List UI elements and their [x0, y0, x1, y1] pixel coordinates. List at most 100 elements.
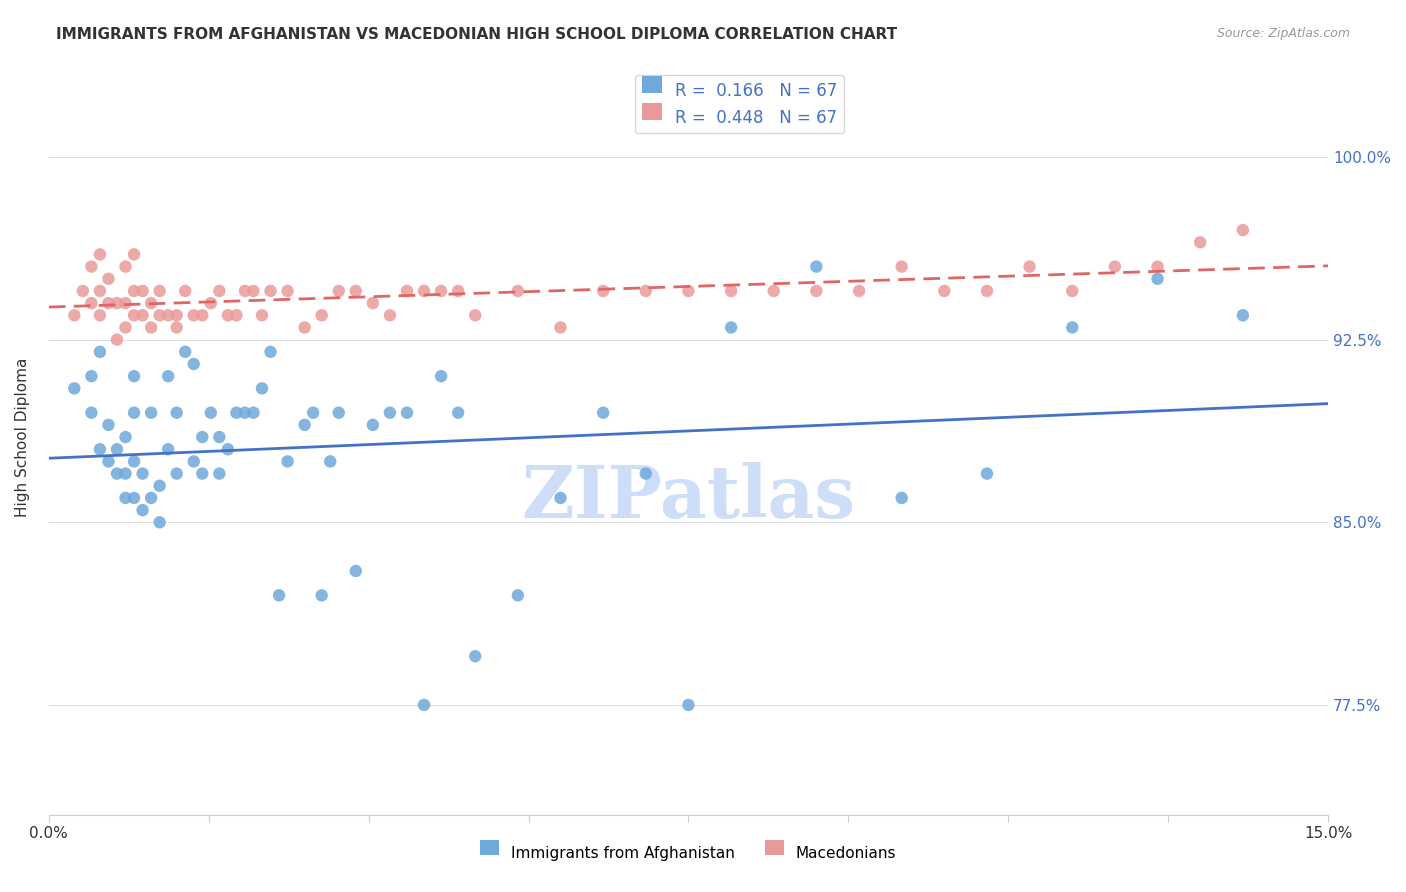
Immigrants from Afghanistan — [183, 357, 205, 371]
Immigrants from Afghanistan — [122, 491, 145, 505]
Macedonians — [191, 308, 214, 322]
Macedonians — [157, 308, 180, 322]
Text: ZIPatlas: ZIPatlas — [522, 462, 855, 533]
Immigrants from Afghanistan — [208, 430, 231, 444]
Macedonians — [259, 284, 281, 298]
Macedonians — [139, 296, 162, 310]
Immigrants from Afghanistan — [80, 369, 103, 384]
Immigrants from Afghanistan — [183, 454, 205, 468]
Immigrants from Afghanistan — [139, 491, 162, 505]
Macedonians — [233, 284, 256, 298]
Macedonians — [89, 308, 111, 322]
Immigrants from Afghanistan — [114, 491, 136, 505]
Macedonians — [1062, 284, 1084, 298]
Immigrants from Afghanistan — [1062, 320, 1084, 334]
Macedonians — [328, 284, 350, 298]
Macedonians — [890, 260, 912, 274]
Immigrants from Afghanistan — [361, 417, 384, 432]
Text: Source: ZipAtlas.com: Source: ZipAtlas.com — [1216, 27, 1350, 40]
Immigrants from Afghanistan — [430, 369, 453, 384]
Macedonians — [166, 308, 188, 322]
Macedonians — [344, 284, 367, 298]
Macedonians — [464, 308, 486, 322]
Immigrants from Afghanistan — [976, 467, 998, 481]
Immigrants from Afghanistan — [139, 406, 162, 420]
Macedonians — [208, 284, 231, 298]
Macedonians — [1189, 235, 1212, 250]
Macedonians — [250, 308, 273, 322]
Immigrants from Afghanistan — [267, 588, 290, 602]
Text: IMMIGRANTS FROM AFGHANISTAN VS MACEDONIAN HIGH SCHOOL DIPLOMA CORRELATION CHART: IMMIGRANTS FROM AFGHANISTAN VS MACEDONIA… — [56, 27, 897, 42]
Immigrants from Afghanistan — [208, 467, 231, 481]
Macedonians — [976, 284, 998, 298]
Immigrants from Afghanistan — [122, 369, 145, 384]
Macedonians — [122, 284, 145, 298]
Immigrants from Afghanistan — [174, 344, 197, 359]
Macedonians — [80, 296, 103, 310]
Immigrants from Afghanistan — [447, 406, 470, 420]
Macedonians — [806, 284, 828, 298]
Immigrants from Afghanistan — [550, 491, 572, 505]
Macedonians — [149, 308, 172, 322]
Immigrants from Afghanistan — [149, 479, 172, 493]
Macedonians — [934, 284, 956, 298]
Macedonians — [183, 308, 205, 322]
Immigrants from Afghanistan — [191, 467, 214, 481]
Macedonians — [166, 320, 188, 334]
Immigrants from Afghanistan — [157, 369, 180, 384]
Y-axis label: High School Diploma: High School Diploma — [15, 358, 30, 516]
Immigrants from Afghanistan — [319, 454, 342, 468]
Macedonians — [174, 284, 197, 298]
Immigrants from Afghanistan — [122, 406, 145, 420]
Macedonians — [89, 247, 111, 261]
Macedonians — [277, 284, 299, 298]
Immigrants from Afghanistan — [328, 406, 350, 420]
Immigrants from Afghanistan — [225, 406, 247, 420]
Macedonians — [1018, 260, 1040, 274]
Legend: R =  0.166   N = 67, R =  0.448   N = 67: R = 0.166 N = 67, R = 0.448 N = 67 — [636, 76, 844, 134]
Macedonians — [430, 284, 453, 298]
Immigrants from Afghanistan — [506, 588, 529, 602]
Macedonians — [361, 296, 384, 310]
Immigrants from Afghanistan — [217, 442, 239, 457]
Immigrants from Afghanistan — [166, 467, 188, 481]
Immigrants from Afghanistan — [157, 442, 180, 457]
Macedonians — [200, 296, 222, 310]
Immigrants from Afghanistan — [97, 417, 120, 432]
Immigrants from Afghanistan — [378, 406, 401, 420]
Immigrants from Afghanistan — [1232, 308, 1254, 322]
Macedonians — [413, 284, 436, 298]
Immigrants from Afghanistan — [105, 467, 128, 481]
Immigrants from Afghanistan — [166, 406, 188, 420]
Macedonians — [131, 308, 153, 322]
Macedonians — [105, 333, 128, 347]
Macedonians — [97, 272, 120, 286]
Immigrants from Afghanistan — [89, 344, 111, 359]
Macedonians — [114, 260, 136, 274]
Macedonians — [122, 308, 145, 322]
Immigrants from Afghanistan — [149, 516, 172, 530]
Macedonians — [1146, 260, 1168, 274]
Macedonians — [506, 284, 529, 298]
Macedonians — [242, 284, 264, 298]
Immigrants from Afghanistan — [678, 698, 700, 712]
Immigrants from Afghanistan — [464, 649, 486, 664]
Immigrants from Afghanistan — [233, 406, 256, 420]
Immigrants from Afghanistan — [114, 430, 136, 444]
Macedonians — [139, 320, 162, 334]
Macedonians — [114, 296, 136, 310]
Immigrants from Afghanistan — [250, 381, 273, 395]
Immigrants from Afghanistan — [63, 381, 86, 395]
Immigrants from Afghanistan — [311, 588, 333, 602]
Immigrants from Afghanistan — [395, 406, 418, 420]
Macedonians — [105, 296, 128, 310]
Macedonians — [114, 320, 136, 334]
Macedonians — [294, 320, 316, 334]
Immigrants from Afghanistan — [97, 454, 120, 468]
Immigrants from Afghanistan — [294, 417, 316, 432]
Immigrants from Afghanistan — [80, 406, 103, 420]
Macedonians — [762, 284, 785, 298]
Macedonians — [217, 308, 239, 322]
Macedonians — [395, 284, 418, 298]
Macedonians — [63, 308, 86, 322]
